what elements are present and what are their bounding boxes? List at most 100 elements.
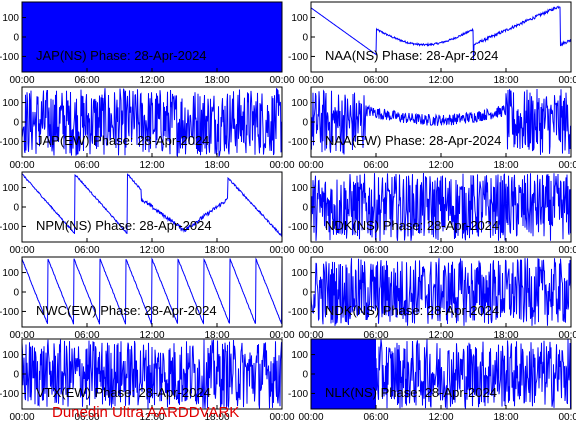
x-tick-label: 18:00 <box>493 245 518 256</box>
y-tick-label: 0 <box>13 33 19 44</box>
x-tick-label: 06:00 <box>74 330 99 341</box>
y-tick-label: 0 <box>302 33 308 44</box>
y-tick-label: 100 <box>291 98 308 109</box>
y-tick-label: -100 <box>0 52 19 63</box>
y-tick-label: 0 <box>302 288 308 299</box>
x-tick-label: 00:00 <box>9 160 34 171</box>
x-tick-label: 00:00 <box>298 412 323 423</box>
trace-line <box>310 172 572 242</box>
y-tick-label: 0 <box>13 370 19 381</box>
x-tick-label: 06:00 <box>74 75 99 86</box>
chart-panel: 100 0 -100 00:00 06:00 12:00 18:00 00:00 JAP(NS)… <box>0 1 295 86</box>
x-tick-label: 12:00 <box>428 75 453 86</box>
x-tick-label: 18:00 <box>493 412 518 423</box>
x-tick-label: 06:00 <box>363 330 388 341</box>
panel-title: NDK(NS) Phase: 28-Apr-2024 <box>325 303 499 318</box>
y-tick-label: -100 <box>288 222 308 233</box>
chart-panel: 100 0 -100 00:00 06:00 12:00 18:00 00:00 VTX(EW)… <box>0 338 295 423</box>
y-tick-label: 100 <box>2 268 19 279</box>
x-tick-label: 06:00 <box>74 245 99 256</box>
y-tick-label: -100 <box>0 307 19 318</box>
x-tick-label: 00:00 <box>298 245 323 256</box>
x-tick-label: 18:00 <box>493 160 518 171</box>
x-tick-label: 18:00 <box>204 160 229 171</box>
x-tick-label: 18:00 <box>204 245 229 256</box>
x-tick-label: 06:00 <box>363 160 388 171</box>
x-tick-label: 12:00 <box>139 330 164 341</box>
x-tick-label: 00:00 <box>269 245 294 256</box>
x-tick-label: 12:00 <box>428 412 453 423</box>
x-tick-label: 00:00 <box>298 160 323 171</box>
y-tick-label: 100 <box>291 268 308 279</box>
x-tick-label: 00:00 <box>558 330 576 341</box>
x-tick-label: 18:00 <box>493 330 518 341</box>
panel-title: VTX(EW) Phase: 28-Apr-2024 <box>36 385 211 400</box>
trace-line <box>375 339 572 409</box>
panel-title: NLK(NS) Phase: 28-Apr-2024 <box>325 385 497 400</box>
chart-panel: 100 0 -100 00:00 06:00 12:00 18:00 00:00 NDK(NS)… <box>288 171 576 256</box>
y-tick-label: -100 <box>288 389 308 400</box>
x-tick-label: 00:00 <box>269 412 294 423</box>
y-tick-label: 0 <box>13 288 19 299</box>
x-tick-label: 12:00 <box>428 330 453 341</box>
x-tick-label: 18:00 <box>204 330 229 341</box>
y-tick-label: -100 <box>288 137 308 148</box>
x-tick-label: 00:00 <box>298 330 323 341</box>
y-tick-label: 100 <box>291 350 308 361</box>
x-tick-label: 12:00 <box>428 160 453 171</box>
x-tick-label: 00:00 <box>269 330 294 341</box>
x-tick-label: 00:00 <box>269 160 294 171</box>
x-tick-label: 18:00 <box>493 75 518 86</box>
x-tick-label: 06:00 <box>363 412 388 423</box>
x-tick-label: 06:00 <box>363 245 388 256</box>
trace-fill <box>22 2 282 72</box>
y-tick-label: 0 <box>302 118 308 129</box>
x-tick-label: 00:00 <box>9 75 34 86</box>
x-tick-label: 00:00 <box>558 75 576 86</box>
x-tick-label: 18:00 <box>204 75 229 86</box>
trace-fill <box>311 339 376 409</box>
trace-line <box>21 339 283 409</box>
trace-line <box>21 257 283 325</box>
y-tick-label: -100 <box>0 222 19 233</box>
chart-panel: 100 0 -100 00:00 06:00 12:00 18:00 00:00 NPM(NS)… <box>0 171 295 256</box>
x-tick-label: 12:00 <box>139 245 164 256</box>
x-tick-label: 00:00 <box>558 412 576 423</box>
x-tick-label: 12:00 <box>139 160 164 171</box>
y-tick-label: 100 <box>2 183 19 194</box>
panel-title: NWC(EW) Phase: 28-Apr-2024 <box>36 303 217 318</box>
y-tick-label: -100 <box>0 137 19 148</box>
panel-title: NDK(NS) Phase: 28-Apr-2024 <box>325 218 499 233</box>
y-tick-label: -100 <box>288 52 308 63</box>
x-tick-label: 00:00 <box>9 412 34 423</box>
x-tick-label: 12:00 <box>139 75 164 86</box>
trace-line <box>310 258 572 326</box>
x-tick-label: 06:00 <box>74 160 99 171</box>
x-tick-label: 06:00 <box>74 412 99 423</box>
x-tick-label: 06:00 <box>363 75 388 86</box>
y-tick-label: 100 <box>2 350 19 361</box>
y-tick-label: 0 <box>13 118 19 129</box>
panel-title: NAA(EW) Phase: 28-Apr-2024 <box>325 133 501 148</box>
y-tick-label: 0 <box>13 203 19 214</box>
chart-panel: 100 0 -100 00:00 06:00 12:00 18:00 00:00 JAP(EW)… <box>0 86 295 171</box>
y-tick-label: -100 <box>0 389 19 400</box>
y-tick-label: 100 <box>2 13 19 24</box>
trace-line <box>21 173 283 238</box>
y-tick-label: 100 <box>2 98 19 109</box>
chart-panel: 100 0 -100 00:00 06:00 12:00 18:00 00:00 NWC(EW)… <box>0 256 295 341</box>
panel-title: NPM(NS) Phase: 28-Apr-2024 <box>36 218 212 233</box>
trace-line <box>310 5 572 61</box>
chart-panel: 100 0 -100 00:00 06:00 12:00 18:00 00:00 NAA(NS)… <box>288 1 576 86</box>
x-tick-label: 00:00 <box>9 330 34 341</box>
y-tick-label: 100 <box>291 13 308 24</box>
chart-panel: 100 0 -100 00:00 06:00 12:00 18:00 00:00 NLK(NS)… <box>288 338 576 423</box>
x-tick-label: 00:00 <box>269 75 294 86</box>
panel-title: NAA(NS) Phase: 28-Apr-2024 <box>325 48 498 63</box>
trace-line <box>310 88 572 155</box>
footer-label: Dunedin Ultra AARDDVARK <box>52 404 240 421</box>
y-tick-label: 100 <box>291 183 308 194</box>
x-tick-label: 00:00 <box>298 75 323 86</box>
y-tick-label: -100 <box>288 307 308 318</box>
